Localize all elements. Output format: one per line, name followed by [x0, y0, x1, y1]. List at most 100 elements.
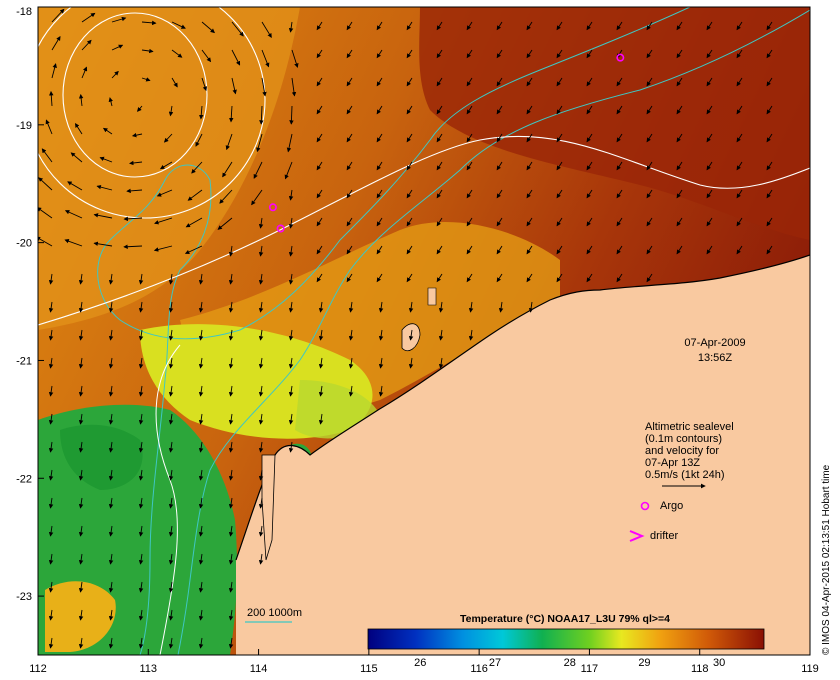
velocity-arrow-icon — [316, 105, 323, 115]
velocity-arrow-icon — [108, 441, 114, 453]
velocity-arrow-icon — [48, 385, 54, 397]
velocity-arrow-icon — [228, 609, 234, 621]
velocity-arrow-icon — [556, 133, 563, 143]
velocity-arrow-icon — [556, 161, 563, 171]
velocity-arrow-icon — [48, 525, 54, 537]
velocity-arrow-icon — [225, 133, 233, 151]
isobath-200m — [177, 9, 810, 655]
velocity-arrow-icon — [126, 188, 143, 194]
velocity-arrow-icon — [228, 581, 234, 593]
lat-tick-label: -19 — [16, 120, 32, 132]
velocity-arrow-icon — [406, 161, 413, 171]
velocity-arrow-icon — [228, 245, 234, 257]
velocity-arrow-icon — [78, 357, 84, 369]
velocity-arrow-icon — [346, 189, 353, 199]
velocity-arrow-icon — [154, 217, 173, 225]
velocity-arrow-icon — [81, 12, 96, 23]
velocity-arrow-icon — [406, 77, 413, 87]
velocity-arrow-icon — [228, 441, 234, 453]
legend-line-2: (0.1m contours) — [645, 433, 722, 445]
legend-line-4: 07-Apr 13Z — [645, 457, 700, 469]
velocity-arrow-icon — [159, 161, 173, 170]
velocity-arrow-icon — [346, 133, 353, 143]
velocity-arrow-icon — [376, 21, 383, 31]
legend-drifter-label: drifter — [650, 530, 678, 542]
velocity-arrow-icon — [228, 469, 234, 481]
land-mainland — [236, 255, 810, 655]
velocity-arrow-icon — [408, 329, 414, 341]
velocity-arrow-icon — [288, 217, 294, 229]
velocity-arrow-icon — [163, 133, 173, 143]
colorbar-tick-label: 30 — [713, 657, 725, 669]
velocity-arrow-icon — [108, 609, 114, 621]
velocity-arrow-icon — [466, 77, 473, 87]
velocity-arrow-icon — [526, 105, 533, 115]
velocity-arrow-icon — [156, 189, 173, 197]
velocity-arrow-icon — [48, 413, 54, 425]
velocity-arrow-icon — [646, 273, 653, 283]
velocity-arrow-icon — [228, 497, 234, 509]
velocity-arrow-icon — [201, 77, 208, 92]
legend-argo-label: Argo — [660, 500, 683, 512]
velocity-arrow-icon — [231, 49, 241, 66]
velocity-arrow-icon — [616, 189, 623, 199]
velocity-arrow-icon — [526, 133, 533, 143]
velocity-arrow-icon — [108, 413, 114, 425]
velocity-arrow-icon — [258, 385, 264, 397]
velocity-arrow-icon — [168, 609, 174, 621]
velocity-arrow-icon — [466, 105, 473, 115]
velocity-arrow-icon — [436, 133, 443, 143]
argo-float-marker — [616, 53, 625, 62]
velocity-arrow-icon — [48, 553, 54, 565]
velocity-arrow-icon — [376, 49, 383, 59]
velocity-arrow-icon — [138, 553, 144, 565]
velocity-arrow-icon — [108, 97, 114, 107]
velocity-arrow-icon — [228, 329, 234, 341]
isobath-1000m — [97, 7, 691, 655]
velocity-arrow-icon — [378, 357, 384, 369]
lon-tick-label: 112 — [29, 663, 47, 675]
velocity-arrow-icon — [348, 385, 354, 397]
lon-tick-label: 117 — [581, 663, 599, 675]
velocity-arrow-icon — [99, 156, 113, 163]
velocity-arrow-icon — [198, 385, 204, 397]
argo-markers — [268, 53, 625, 233]
colorbar-tick-label: 29 — [638, 657, 650, 669]
velocity-arrow-icon — [141, 20, 157, 26]
velocity-arrow-icon — [316, 273, 323, 283]
velocity-arrow-icon — [376, 273, 383, 283]
velocity-arrow-icon — [466, 133, 473, 143]
velocity-arrow-icon — [586, 77, 593, 87]
colorbar-tick-label: 28 — [564, 657, 576, 669]
velocity-arrow-icon — [171, 49, 183, 58]
velocity-arrow-icon — [78, 497, 84, 509]
velocity-arrow-icon — [706, 133, 713, 143]
argo-float-marker — [268, 203, 277, 212]
velocity-arrow-icon — [676, 217, 683, 227]
velocity-arrow-icon — [526, 273, 533, 283]
velocity-arrow-icon — [168, 581, 174, 593]
velocity-arrow-icon — [496, 77, 503, 87]
velocity-arrow-icon — [496, 21, 503, 31]
velocity-arrow-icon — [51, 8, 65, 23]
velocity-arrow-icon — [318, 357, 324, 369]
velocity-arrow-icon — [736, 77, 743, 87]
land-islet — [427, 287, 437, 306]
velocity-arrow-icon — [348, 357, 354, 369]
velocity-arrow-icon — [496, 273, 503, 283]
velocity-arrow-icon — [291, 77, 297, 97]
drifter-legend-icon — [629, 530, 645, 542]
velocity-arrow-icon — [586, 245, 593, 255]
velocity-arrow-icon — [48, 357, 54, 369]
velocity-arrow-icon — [616, 161, 623, 171]
latitude-axis: -18 -19 -20 -21 -22 -23 — [16, 6, 44, 603]
velocity-arrow-icon — [318, 385, 324, 397]
velocity-arrow-icon — [198, 301, 204, 313]
velocity-arrow-icon — [198, 273, 204, 285]
velocity-arrow-icon — [41, 148, 53, 163]
velocity-arrow-icon — [316, 217, 323, 227]
velocity-arrow-icon — [261, 21, 272, 38]
velocity-arrow-icon — [346, 21, 353, 31]
velocity-arrow-icon — [706, 77, 713, 87]
velocity-arrow-icon — [436, 273, 443, 283]
